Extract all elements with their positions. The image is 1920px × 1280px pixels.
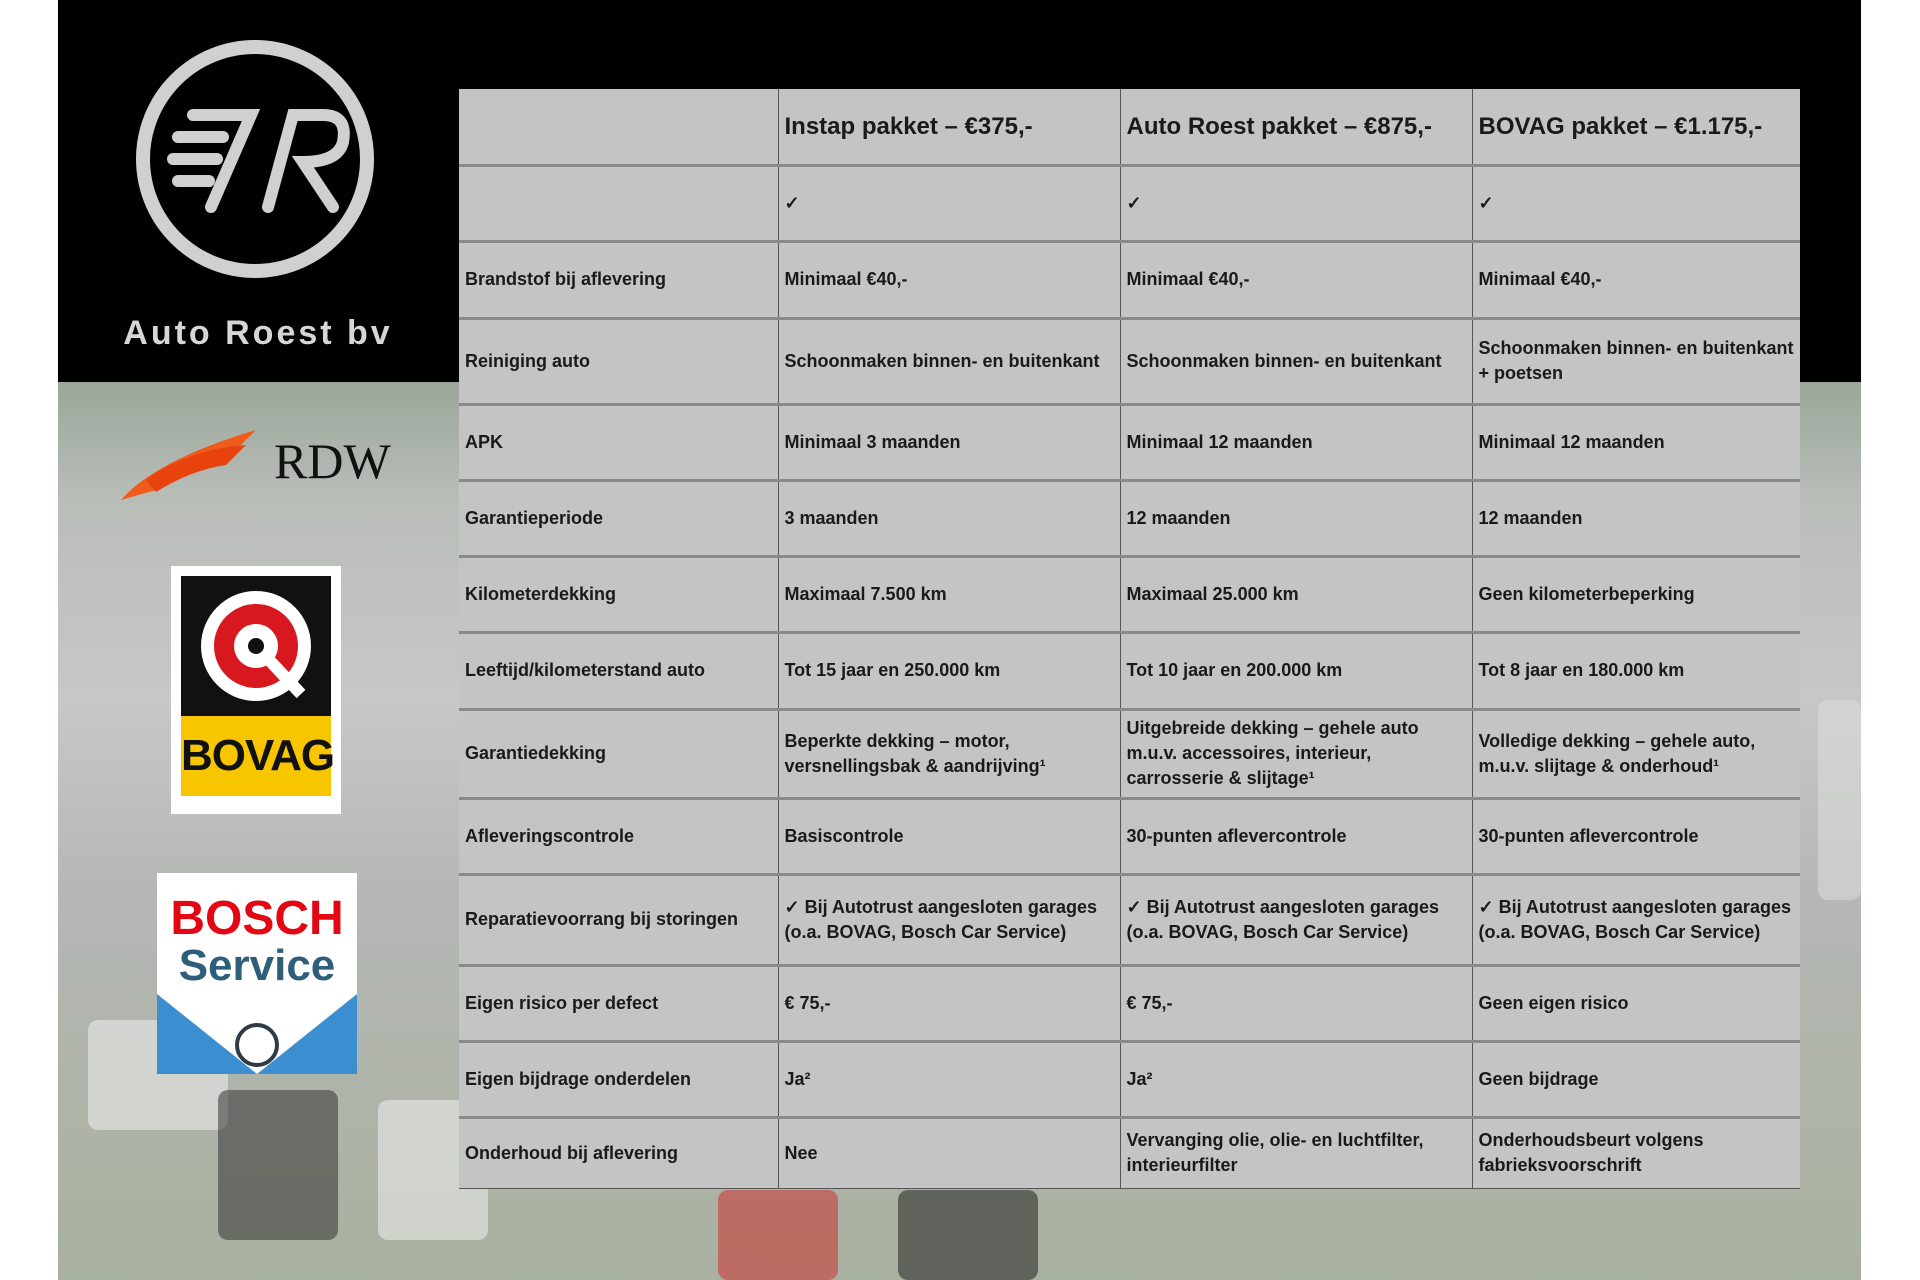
row-label: Brandstof bij aflevering <box>459 239 779 319</box>
table-cell: 3 maanden <box>777 478 1121 557</box>
row-label: Eigen bijdrage onderdelen <box>459 1039 779 1118</box>
table-cell: ✓ <box>777 163 1121 242</box>
table-cell: ✓ Bij Autotrust aangesloten garages (o.a… <box>1471 872 1800 966</box>
table-cell: Minimaal 3 maanden <box>777 402 1121 481</box>
table-cell: Maximaal 7.500 km <box>777 554 1121 633</box>
bosch-service-logo: BOSCH Service <box>157 873 357 1074</box>
table-row: ✓ ✓ ✓ <box>459 163 1800 242</box>
table-row: Eigen bijdrage onderdelen Ja² Ja² Geen bijd… <box>459 1039 1800 1118</box>
table-cell: Ja² <box>1119 1039 1473 1118</box>
row-label: APK <box>459 402 779 481</box>
table-row: Reparatievoorrang bij storingen ✓ Bij Aut… <box>459 872 1800 966</box>
table-row: Reiniging auto Schoonmaken binnen- en bui… <box>459 316 1800 405</box>
table-cell: Beperkte dekking – motor, versnellingsba… <box>777 707 1121 799</box>
table-row: Eigen risico per defect € 75,- € 75,- Geen … <box>459 963 1800 1042</box>
table-cell: Tot 10 jaar en 200.000 km <box>1119 630 1473 710</box>
table-cell: Minimaal 12 maanden <box>1471 402 1800 481</box>
table-cell: Onderhoudsbeurt volgens fabrieksvoorschr… <box>1471 1115 1800 1189</box>
row-label: Leeftijd/kilometerstand auto <box>459 630 779 710</box>
table-cell: 30-punten aflevercontrole <box>1471 796 1800 875</box>
table-row: Garantieperiode 3 maanden 12 maanden 12 maa… <box>459 478 1800 557</box>
row-label: Garantieperiode <box>459 478 779 557</box>
row-label: Garantiedekking <box>459 707 779 799</box>
table-cell: € 75,- <box>1119 963 1473 1042</box>
table-cell: Uitgebreide dekking – gehele auto m.u.v.… <box>1119 707 1473 799</box>
table-cell: Minimaal €40,- <box>777 239 1121 319</box>
table-cell: Minimaal 12 maanden <box>1119 402 1473 481</box>
service-text: Service <box>178 941 336 990</box>
table-row: Onderhoud bij aflevering Nee Vervanging ol… <box>459 1115 1800 1189</box>
column-header: Auto Roest pakket – €875,- <box>1119 89 1473 166</box>
table-cell: ✓ Bij Autotrust aangesloten garages (o.a… <box>1119 872 1473 966</box>
row-label: Kilometerdekking <box>459 554 779 633</box>
column-header: BOVAG pakket – €1.175,- <box>1471 89 1800 166</box>
row-label: Eigen risico per defect <box>459 963 779 1042</box>
table-row: Afleveringscontrole Basiscontrole 30-punte… <box>459 796 1800 875</box>
table-row: APK Minimaal 3 maanden Minimaal 12 maanden… <box>459 402 1800 481</box>
table-cell: ✓ <box>1471 163 1800 242</box>
table-cell: Vervanging olie, olie- en luchtfilter, i… <box>1119 1115 1473 1189</box>
table-cell: 30-punten aflevercontrole <box>1119 796 1473 875</box>
table-cell: ✓ <box>1119 163 1473 242</box>
table-header-row: Instap pakket – €375,- Auto Roest pakket … <box>459 89 1800 166</box>
table-cell: 12 maanden <box>1119 478 1473 557</box>
rdw-text: RDW <box>274 433 391 489</box>
table-cell: € 75,- <box>777 963 1121 1042</box>
table-cell: Maximaal 25.000 km <box>1119 554 1473 633</box>
bosch-text: BOSCH <box>170 892 344 945</box>
row-label <box>459 163 779 242</box>
row-label: Onderhoud bij aflevering <box>459 1115 779 1189</box>
package-comparison-table: Instap pakket – €375,- Auto Roest pakket … <box>459 89 1800 1189</box>
column-header: Instap pakket – €375,- <box>777 89 1121 166</box>
table-cell: Tot 8 jaar en 180.000 km <box>1471 630 1800 710</box>
table-cell: 12 maanden <box>1471 478 1800 557</box>
table-cell: Schoonmaken binnen- en buitenkant + poet… <box>1471 316 1800 405</box>
table-row: Leeftijd/kilometerstand auto Tot 15 jaar … <box>459 630 1800 710</box>
column-header <box>459 89 779 166</box>
table-row: Kilometerdekking Maximaal 7.500 km Maximaa… <box>459 554 1800 633</box>
table-cell: Nee <box>777 1115 1121 1189</box>
table-cell: Volledige dekking – gehele auto, m.u.v. … <box>1471 707 1800 799</box>
row-label: Afleveringscontrole <box>459 796 779 875</box>
table-cell: Geen bijdrage <box>1471 1039 1800 1118</box>
bosch-armature-icon <box>235 1023 279 1067</box>
table-cell: Basiscontrole <box>777 796 1121 875</box>
table-cell: Minimaal €40,- <box>1119 239 1473 319</box>
rdw-logo: RDW <box>116 420 396 505</box>
table-row: Garantiedekking Beperkte dekking – motor,… <box>459 707 1800 799</box>
table-cell: Minimaal €40,- <box>1471 239 1800 319</box>
table-cell: Schoonmaken binnen- en buitenkant <box>777 316 1121 405</box>
table-cell: ✓ Bij Autotrust aangesloten garages (o.a… <box>777 872 1121 966</box>
brand-name: Auto Roest bv <box>123 314 393 352</box>
table-cell: Ja² <box>777 1039 1121 1118</box>
table-cell: Geen kilometerbeperking <box>1471 554 1800 633</box>
row-label: Reparatievoorrang bij storingen <box>459 872 779 966</box>
auto-roest-logo <box>136 40 374 278</box>
table-cell: Geen eigen risico <box>1471 963 1800 1042</box>
table-row: Brandstof bij aflevering Minimaal €40,- Mi… <box>459 239 1800 319</box>
table-cell: Tot 15 jaar en 250.000 km <box>777 630 1121 710</box>
table-cell: Schoonmaken binnen- en buitenkant <box>1119 316 1473 405</box>
row-label: Reiniging auto <box>459 316 779 405</box>
bovag-logo: BOVAG <box>171 566 341 814</box>
bovag-text: BOVAG <box>181 716 335 796</box>
